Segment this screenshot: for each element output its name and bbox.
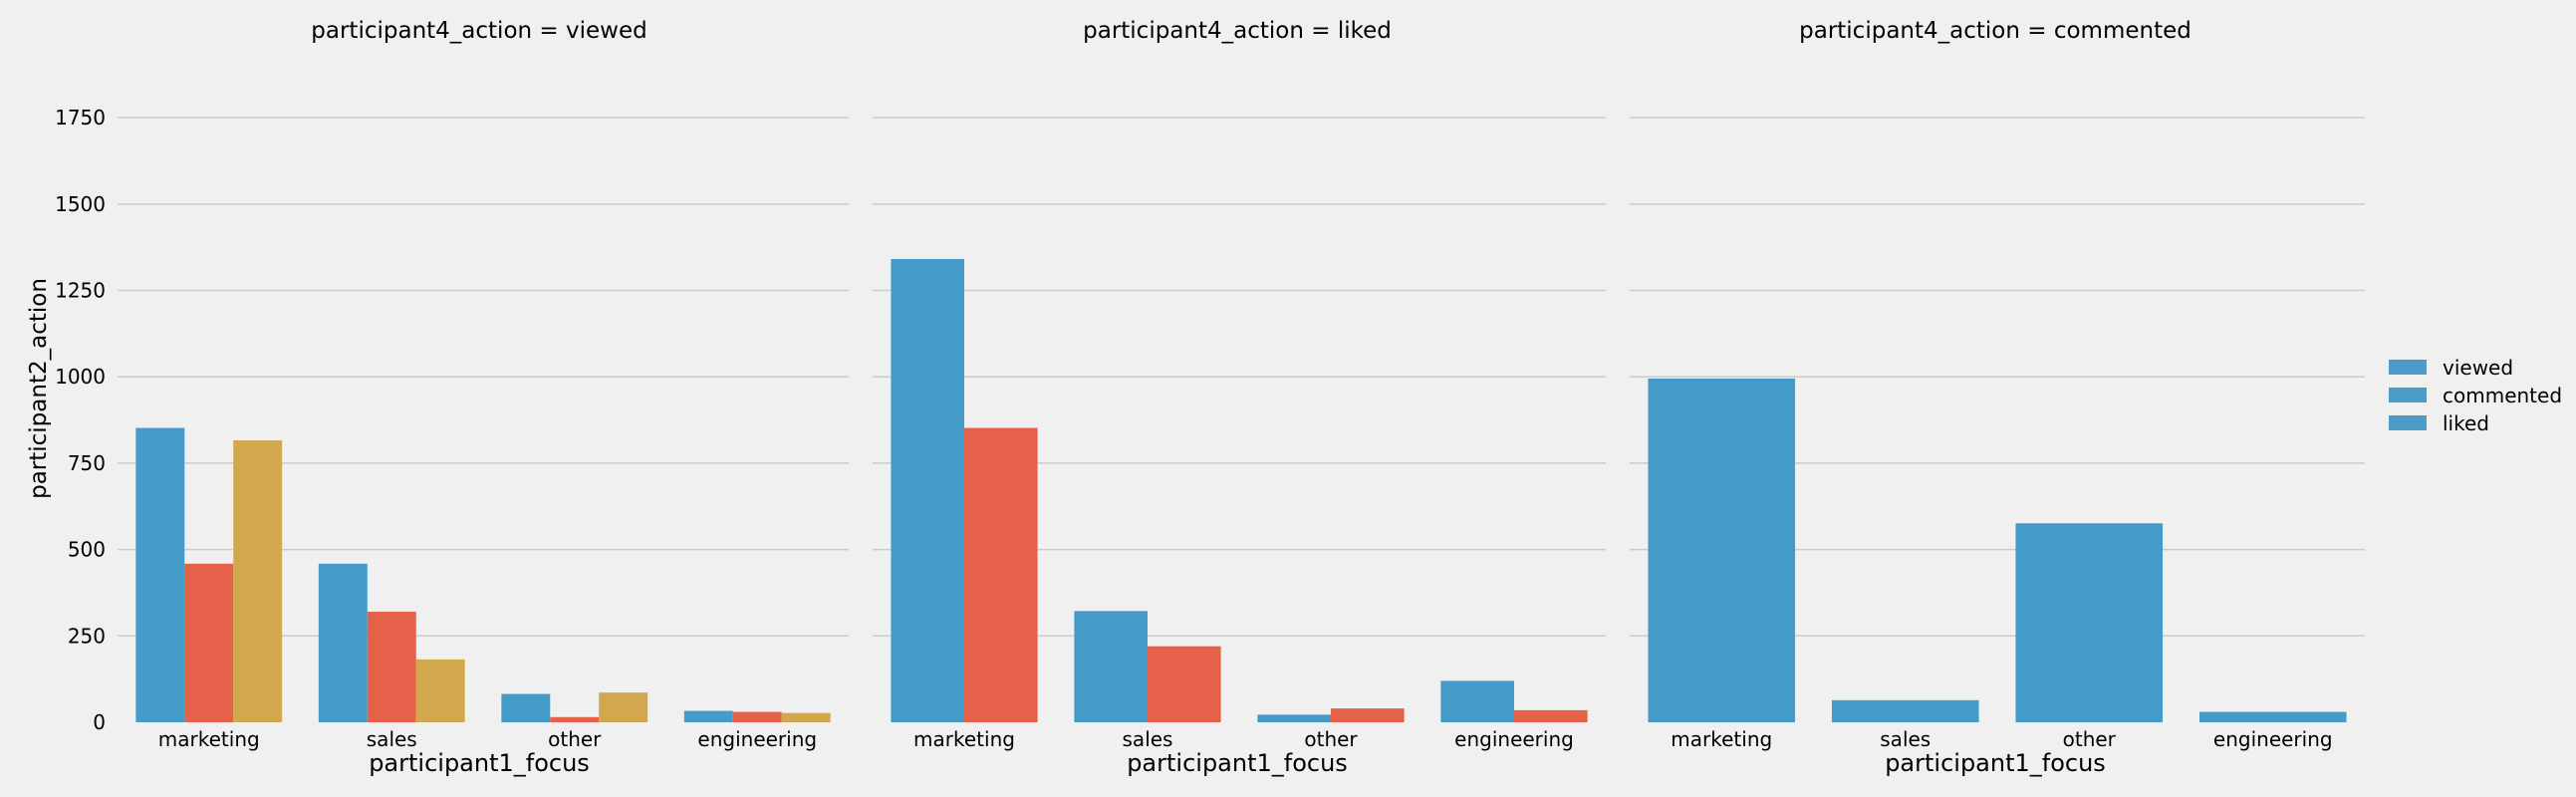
bar xyxy=(1257,714,1331,722)
y-tick-label: 0 xyxy=(93,710,106,734)
panel-commented: participant4_action = commented marketin… xyxy=(1630,18,2365,777)
y-tick-label: 750 xyxy=(68,451,106,475)
legend-label: viewed xyxy=(2443,356,2513,380)
bar xyxy=(781,712,831,722)
bar xyxy=(233,440,283,722)
bar xyxy=(501,693,551,722)
y-tick-label: 1750 xyxy=(55,106,106,130)
x-tick-label: sales xyxy=(1880,727,1931,751)
bar xyxy=(1331,708,1405,722)
y-tick-label: 1500 xyxy=(55,192,106,216)
bar xyxy=(964,427,1038,722)
bar xyxy=(1831,699,1979,722)
x-axis-label: participant1_focus xyxy=(369,749,590,777)
bar xyxy=(550,716,600,722)
bar xyxy=(135,427,185,722)
x-axis-label: participant1_focus xyxy=(1885,749,2106,777)
x-tick-label: engineering xyxy=(697,727,817,751)
bar xyxy=(732,711,782,722)
panel-viewed: participant4_action = viewed marketing sa… xyxy=(118,18,849,777)
y-axis-label: participant2_action xyxy=(26,278,52,499)
bar xyxy=(599,692,648,722)
bar xyxy=(318,563,368,722)
y-tick-label: 1000 xyxy=(55,365,106,389)
bar xyxy=(415,659,465,722)
legend-swatch xyxy=(2389,388,2427,402)
bar xyxy=(2198,711,2347,722)
x-tick-label: sales xyxy=(367,727,417,751)
y-tick-label: 250 xyxy=(68,624,106,648)
y-tick-label: 1250 xyxy=(55,279,106,303)
legend-label: commented xyxy=(2443,384,2562,407)
bar xyxy=(1148,646,1221,722)
legend-label: liked xyxy=(2443,411,2489,435)
x-tick-label: other xyxy=(2063,727,2117,751)
x-tick-label: other xyxy=(1304,727,1358,751)
panel-title: participant4_action = commented xyxy=(1799,18,2191,44)
x-tick-label: marketing xyxy=(913,727,1015,751)
x-axis-label: participant1_focus xyxy=(1127,749,1348,777)
legend-swatch xyxy=(2389,415,2427,430)
bar xyxy=(683,710,733,722)
bar xyxy=(1074,611,1148,722)
x-tick-label: sales xyxy=(1123,727,1173,751)
x-tick-label: marketing xyxy=(158,727,260,751)
x-tick-label: engineering xyxy=(2213,727,2333,751)
panel-title: participant4_action = liked xyxy=(1083,18,1392,44)
bar xyxy=(1648,378,1796,722)
bar xyxy=(1514,709,1588,722)
legend-swatch xyxy=(2389,360,2427,375)
bar xyxy=(2015,523,2164,722)
bar xyxy=(1440,680,1514,722)
bar xyxy=(184,563,234,722)
x-tick-label: marketing xyxy=(1671,727,1772,751)
y-tick-label: 500 xyxy=(68,538,106,562)
x-tick-label: other xyxy=(548,727,602,751)
bar xyxy=(891,258,964,722)
panel-liked: participant4_action = liked marketing sal… xyxy=(873,18,1606,777)
bar xyxy=(367,612,416,722)
y-tick-labels: 0 250 500 750 1000 1250 1500 1750 xyxy=(55,106,106,734)
legend: viewed commented liked xyxy=(2389,356,2562,435)
panel-title: participant4_action = viewed xyxy=(311,18,646,44)
x-tick-label: engineering xyxy=(1454,727,1574,751)
